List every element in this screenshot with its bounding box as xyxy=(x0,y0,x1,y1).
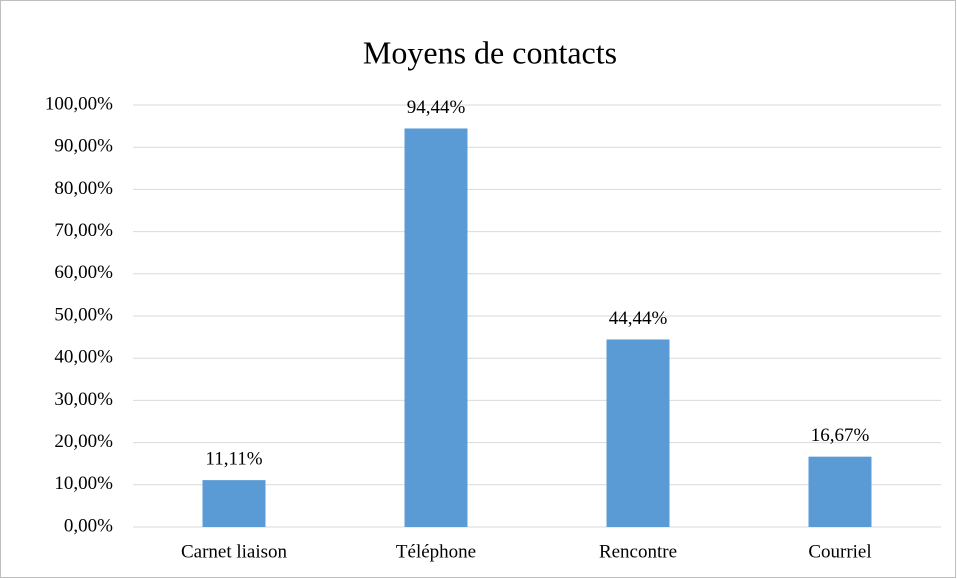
bar xyxy=(404,128,468,527)
data-label: 16,67% xyxy=(811,425,870,446)
x-tick-label: Courriel xyxy=(808,541,871,562)
y-tick-label: 70,00% xyxy=(54,220,113,241)
y-tick-label: 50,00% xyxy=(54,304,113,325)
y-tick-label: 20,00% xyxy=(54,431,113,452)
data-label: 11,11% xyxy=(205,448,262,469)
y-tick-label: 0,00% xyxy=(64,515,113,536)
bar xyxy=(202,480,266,527)
y-tick-label: 60,00% xyxy=(54,262,113,283)
y-tick-label: 80,00% xyxy=(54,178,113,199)
y-tick-label: 40,00% xyxy=(54,347,113,368)
y-tick-label: 100,00% xyxy=(45,93,113,114)
data-label: 94,44% xyxy=(407,97,466,118)
y-tick-label: 10,00% xyxy=(54,473,113,494)
x-tick-label: Carnet liaison xyxy=(181,541,288,562)
data-label: 44,44% xyxy=(609,308,668,329)
x-tick-label: Rencontre xyxy=(599,541,677,562)
y-tick-label: 30,00% xyxy=(54,389,113,410)
x-tick-label: Téléphone xyxy=(396,541,476,562)
y-tick-label: 90,00% xyxy=(54,136,113,157)
bar xyxy=(808,456,872,527)
chart-title: Moyens de contacts xyxy=(363,34,617,70)
bar xyxy=(606,339,670,527)
